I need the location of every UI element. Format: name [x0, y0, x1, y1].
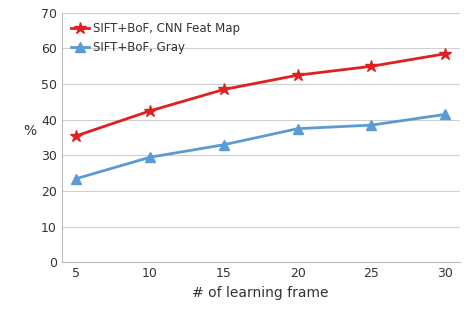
- SIFT+BoF, CNN Feat Map: [368, 64, 374, 68]
- SIFT+BoF, CNN Feat Map: [442, 52, 448, 56]
- SIFT+BoF, Gray: [147, 155, 153, 159]
- SIFT+BoF, Gray: [73, 177, 79, 180]
- Y-axis label: %: %: [23, 124, 36, 138]
- SIFT+BoF, CNN Feat Map: [147, 109, 153, 113]
- SIFT+BoF, CNN Feat Map: [295, 73, 301, 77]
- SIFT+BoF, Gray: [221, 143, 227, 147]
- SIFT+BoF, Gray: [368, 123, 374, 127]
- SIFT+BoF, CNN Feat Map: [221, 88, 227, 92]
- SIFT+BoF, CNN Feat Map: [73, 134, 79, 138]
- X-axis label: # of learning frame: # of learning frame: [192, 286, 329, 300]
- Line: SIFT+BoF, Gray: SIFT+BoF, Gray: [72, 109, 450, 183]
- SIFT+BoF, Gray: [295, 127, 301, 131]
- Legend: SIFT+BoF, CNN Feat Map, SIFT+BoF, Gray: SIFT+BoF, CNN Feat Map, SIFT+BoF, Gray: [67, 19, 244, 58]
- Line: SIFT+BoF, CNN Feat Map: SIFT+BoF, CNN Feat Map: [70, 48, 451, 142]
- SIFT+BoF, Gray: [442, 113, 448, 116]
